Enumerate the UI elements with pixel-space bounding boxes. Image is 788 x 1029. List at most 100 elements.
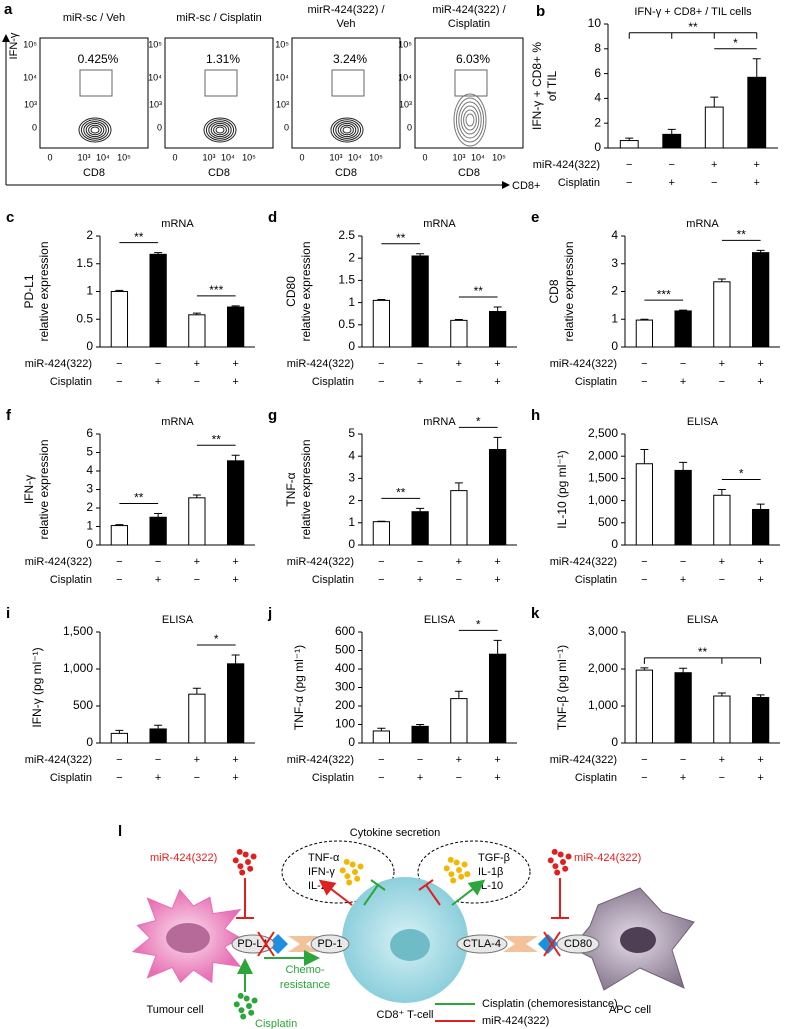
molecule: [246, 1003, 252, 1009]
chart-title: ELISA: [162, 614, 194, 626]
contour: [465, 113, 475, 127]
condition-sign: −: [116, 358, 122, 370]
condition-sign: −: [641, 772, 647, 784]
y-tick-label: 10³: [149, 99, 162, 109]
y-axis-label: TNF-α (pg ml⁻¹): [292, 645, 306, 730]
cytokine: TGF-β: [478, 852, 510, 864]
condition-label: miR-424(322): [287, 358, 354, 370]
bar: [188, 693, 206, 744]
condition-sign: −: [194, 574, 200, 586]
connector: [288, 936, 318, 952]
block-mark: [257, 931, 275, 957]
y-tick-label: 2,000: [588, 448, 618, 462]
contour: [460, 105, 480, 135]
molecule: [443, 865, 450, 872]
y-tick-label: 0.5: [338, 317, 355, 331]
y-axis-label: IFN-γ: [22, 475, 36, 504]
panel-letter: g: [268, 407, 277, 424]
panel-letter: e: [531, 209, 539, 226]
nucleus: [390, 929, 430, 961]
contour: [330, 117, 364, 143]
condition-sign: +: [719, 754, 725, 766]
contour: [213, 124, 227, 136]
bar: [713, 281, 731, 348]
condition-label: Cisplatin: [312, 574, 354, 586]
y-tick-label: 0: [348, 339, 355, 353]
condition-sign: +: [494, 376, 500, 388]
molecule: [233, 1001, 240, 1008]
significance-label: *: [739, 467, 744, 481]
chemo-label: Chemo-: [285, 964, 324, 976]
mirna-label: miR-424(322): [574, 852, 641, 864]
error-bar: [752, 58, 761, 78]
contour: [335, 121, 359, 139]
molecule: [349, 861, 356, 868]
bar: [450, 490, 468, 546]
y-tick-label: 5: [86, 445, 93, 459]
y-tick-label: 1: [348, 515, 355, 529]
condition-sign: −: [456, 574, 462, 586]
x-tick-label: 0: [47, 152, 52, 162]
condition-sign: +: [754, 159, 760, 171]
condition-sign: −: [626, 177, 632, 189]
y-tick-label: 0: [86, 537, 93, 551]
y-tick-label: 10⁴: [23, 72, 37, 82]
y-tick-label: 0.5: [76, 311, 93, 325]
condition-sign: +: [680, 574, 686, 586]
condition-sign: +: [719, 556, 725, 568]
molecule: [461, 861, 468, 868]
condition-sign: +: [417, 376, 423, 388]
significance-bracket: [643, 657, 762, 664]
y-tick-label: 6: [594, 66, 601, 80]
cell-label: CD8⁺ T-cell: [377, 1009, 434, 1021]
nucleus: [166, 923, 210, 953]
panel-letter: h: [531, 407, 540, 424]
error-bar: [756, 694, 765, 698]
y-tick-label: 4: [348, 448, 355, 462]
receptor-label: PD-L1: [237, 938, 268, 950]
bar: [751, 696, 770, 744]
y-tick-label: 0: [157, 122, 162, 132]
condition-sign: +: [456, 556, 462, 568]
ligand: [538, 934, 558, 954]
error-bar: [454, 690, 463, 699]
molecule: [453, 859, 460, 866]
connector: [503, 936, 538, 952]
error-bar: [154, 252, 163, 255]
bar: [635, 463, 654, 546]
receptor: [310, 934, 350, 954]
condition-sign: +: [232, 574, 238, 586]
contour: [340, 124, 354, 136]
bar: [674, 310, 692, 348]
y-axis-label: relative expression: [299, 439, 313, 539]
error-bar: [679, 461, 688, 471]
y-tick-label: 1,000: [588, 698, 618, 712]
plot-title: miR-424(322) /: [432, 4, 506, 16]
mirna-label: miR-424(322): [150, 852, 217, 864]
y-tick-label: 1: [348, 295, 355, 309]
x-tick-label: 0: [299, 152, 304, 162]
y-tick-label: 0: [348, 537, 355, 551]
molecule: [238, 1007, 245, 1014]
y-tick-label: 0: [611, 537, 618, 551]
bar: [372, 521, 391, 546]
error-bar: [416, 253, 425, 256]
y-axis-label: relative expression: [299, 241, 313, 341]
condition-sign: −: [456, 772, 462, 784]
x-tick-label: 10³: [452, 152, 465, 162]
condition-sign: −: [378, 556, 384, 568]
chart-title: mRNA: [161, 416, 194, 428]
y-axis-label: IFN-γ (pg ml⁻¹): [30, 647, 44, 727]
condition-sign: +: [456, 754, 462, 766]
y-tick-label: 10⁴: [275, 72, 289, 82]
molecule: [458, 873, 465, 880]
y-tick-label: 10⁵: [398, 39, 412, 49]
error-bar: [493, 436, 502, 450]
condition-sign: +: [757, 556, 763, 568]
bar: [110, 525, 129, 546]
condition-sign: +: [754, 177, 760, 189]
condition-sign: −: [680, 556, 686, 568]
legend-label: miR-424(322): [482, 1015, 549, 1027]
bar: [488, 653, 507, 744]
condition-sign: −: [378, 772, 384, 784]
